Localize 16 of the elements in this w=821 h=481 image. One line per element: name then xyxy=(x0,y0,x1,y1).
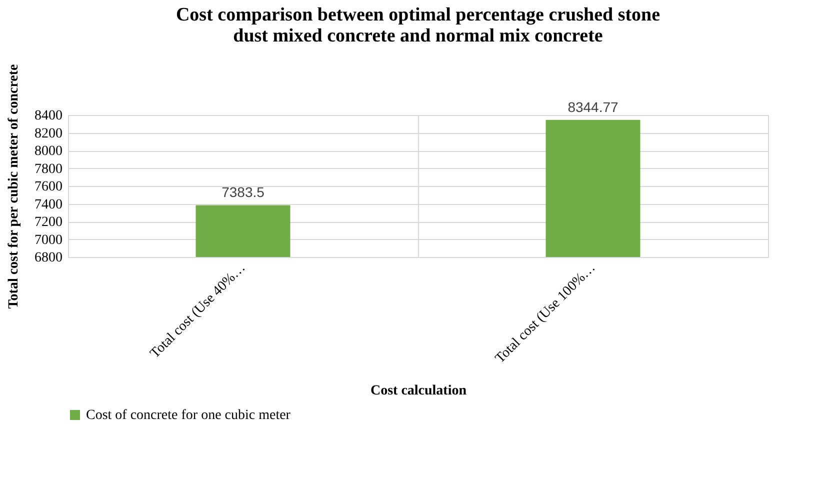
y-tick-label: 8400 xyxy=(34,108,62,124)
x-axis-title: Cost calculation xyxy=(370,384,467,399)
text: Cost comparison between optimal percentage crushed stone xyxy=(176,4,660,26)
y-tick-label: 6800 xyxy=(34,250,62,266)
y-axis-title: Total cost for per cubic meter of concrete xyxy=(6,64,22,309)
y-tick-label: 8200 xyxy=(34,126,62,142)
y-tick-label: 7400 xyxy=(34,197,62,212)
y-tick-label: 7200 xyxy=(34,215,62,230)
data-label: 7383.5 xyxy=(222,184,265,200)
data-label: 8344.77 xyxy=(568,98,619,115)
legend-label: Cost of concrete for one cubic meter xyxy=(86,408,291,423)
text: dust mixed concrete and normal mix concrete xyxy=(233,25,603,46)
y-tick-label: 7000 xyxy=(34,232,62,248)
y-tick-label: 7800 xyxy=(34,162,62,177)
y-tick-label: 7600 xyxy=(34,180,62,194)
y-tick-label: 8000 xyxy=(34,144,62,159)
